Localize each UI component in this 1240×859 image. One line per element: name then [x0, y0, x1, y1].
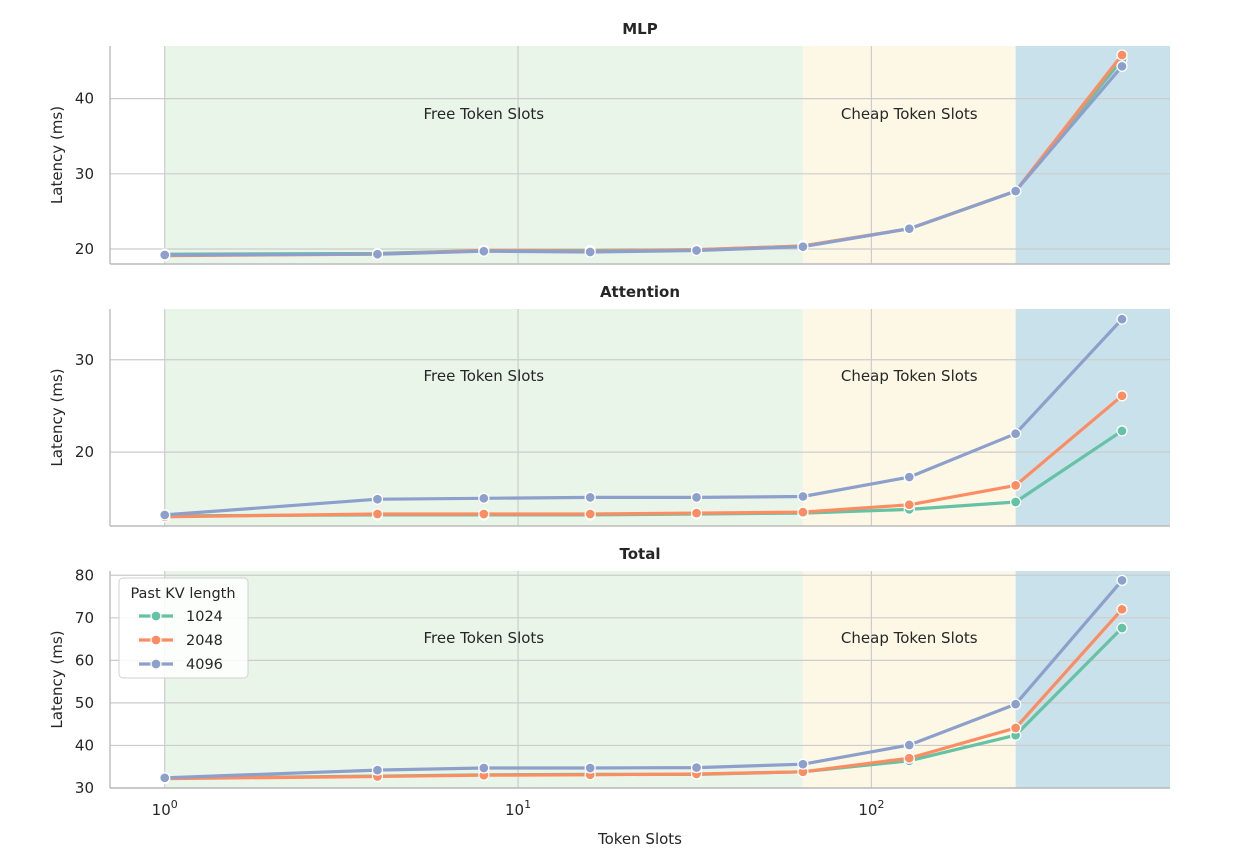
y-tick-label: 30 [75, 779, 94, 797]
data-point [478, 492, 490, 504]
data-point [159, 249, 171, 261]
region-label: Cheap Token Slots [841, 629, 978, 647]
data-point [903, 739, 915, 751]
data-point [478, 245, 490, 257]
panel-title: Attention [600, 283, 680, 301]
data-point [1009, 722, 1022, 734]
data-point [690, 491, 703, 504]
data-point [690, 507, 703, 519]
data-point [371, 493, 384, 505]
region-band [802, 571, 1016, 788]
legend-label: 2048 [186, 633, 223, 649]
legend-swatch-marker [150, 610, 162, 622]
y-tick-label: 30 [75, 351, 94, 369]
data-point [690, 244, 703, 257]
legend-label: 1024 [186, 609, 223, 625]
data-point [797, 241, 809, 253]
region-band [164, 309, 803, 526]
legend: Past KV length 1024 2048 4096 [118, 577, 249, 679]
data-point [478, 508, 490, 520]
data-point [797, 758, 809, 770]
region-label: Free Token Slots [424, 105, 545, 123]
y-axis-label: Latency (ms) [48, 106, 66, 204]
panel-attention: Free Token Slots Cheap Token Slots 20 30 Lat… [48, 283, 1170, 527]
data-point [1116, 49, 1128, 61]
y-tick-label: 40 [75, 90, 94, 108]
data-point [159, 772, 171, 784]
region-label: Free Token Slots [424, 367, 545, 385]
data-point [1009, 479, 1022, 492]
data-point [371, 248, 384, 260]
region-band [1015, 46, 1170, 264]
legend-swatch-marker [150, 634, 162, 646]
panel-mlp: Free Token Slots Cheap Token Slots 20 30 40 L… [48, 20, 1170, 265]
data-point [903, 223, 915, 235]
data-point [159, 509, 171, 521]
region-label: Cheap Token Slots [841, 105, 978, 123]
y-tick-label: 20 [75, 240, 94, 258]
data-point [1116, 60, 1128, 72]
data-point [1009, 698, 1022, 710]
data-point [584, 762, 596, 774]
legend-box [118, 577, 249, 679]
data-point [1116, 390, 1128, 402]
data-point [1116, 425, 1128, 437]
x-tick-label: 101 [505, 798, 531, 819]
data-point [797, 490, 809, 503]
x-tick-label: 100 [152, 798, 178, 819]
legend-label: 4096 [186, 657, 223, 673]
data-point [371, 508, 384, 520]
data-point [478, 762, 490, 774]
panel-title: Total [620, 545, 661, 563]
data-point [1009, 428, 1022, 440]
y-tick-label: 70 [75, 609, 94, 627]
y-axis-label: Latency (ms) [48, 630, 66, 728]
x-tick-label: 102 [858, 798, 884, 819]
y-axis-label: Latency (ms) [48, 368, 66, 466]
x-axis-label: Token Slots [597, 830, 682, 848]
region-band [164, 46, 803, 264]
data-point [584, 491, 596, 504]
data-point [1009, 496, 1022, 508]
data-point [690, 761, 703, 774]
data-point [1116, 313, 1128, 325]
data-point [1009, 185, 1022, 197]
y-tick-label: 50 [75, 694, 94, 712]
y-tick-label: 30 [75, 165, 94, 183]
data-point [903, 752, 915, 764]
y-tick-label: 60 [75, 651, 94, 669]
data-point [1116, 603, 1128, 615]
legend-title: Past KV length [130, 586, 235, 602]
data-point [584, 246, 596, 258]
region-label: Cheap Token Slots [841, 367, 978, 385]
data-point [797, 506, 809, 518]
legend-swatch-marker [150, 658, 162, 670]
panel-title: MLP [622, 20, 657, 38]
data-point [903, 471, 915, 483]
region-band [802, 309, 1016, 526]
panel-total: Free Token Slots Cheap Token Slots 30 40 50 6… [48, 545, 1170, 797]
data-point [371, 764, 384, 776]
region-label: Free Token Slots [424, 629, 545, 647]
region-band [1015, 571, 1170, 788]
y-tick-label: 40 [75, 736, 94, 754]
data-point [584, 508, 596, 520]
data-point [1116, 622, 1128, 634]
region-band [1015, 309, 1170, 526]
data-point [1116, 574, 1128, 587]
y-tick-label: 80 [75, 566, 94, 584]
y-tick-label: 20 [75, 443, 94, 461]
region-band [164, 571, 803, 788]
data-point [903, 499, 915, 511]
